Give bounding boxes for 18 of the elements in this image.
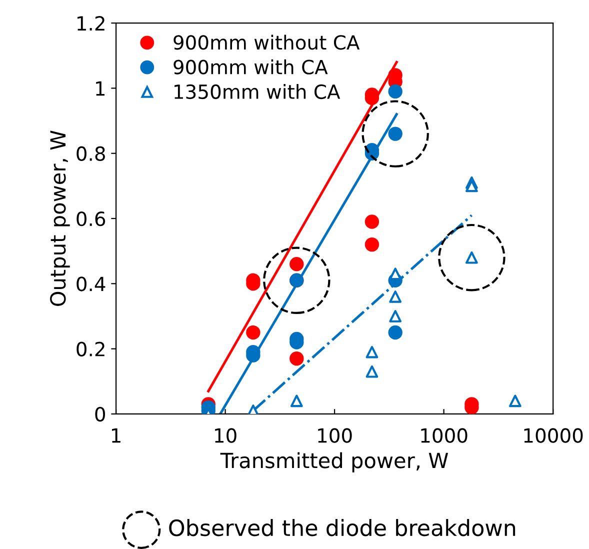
y-tick-label: 1: [96, 81, 105, 96]
text: Observed the diode breakdown: [169, 519, 516, 536]
x-tick-label: 1000: [421, 428, 468, 443]
y-tick-label: 0.6: [76, 211, 106, 226]
x-tick-label: 10: [215, 428, 236, 443]
x-tick-label: 1: [112, 428, 120, 443]
y-tick-label: 0.2: [76, 342, 104, 356]
x-tick-label: 100: [318, 428, 352, 443]
legend-label: 900mm with CA: [174, 59, 328, 74]
y-tick-label: 1.2: [78, 16, 104, 30]
x-tick-label: 10000: [524, 428, 583, 443]
y-tick-label: 0.8: [76, 146, 105, 162]
y-axis-title: Output power, W: [50, 130, 70, 306]
y-tick-label: 0.4: [76, 276, 106, 292]
legend-label: 1350mm with CA: [174, 84, 340, 100]
y-tick-label: 0: [95, 406, 106, 422]
x-axis-title: Transmitted power, W: [220, 452, 448, 472]
legend-label: 900mm without CA: [174, 34, 360, 50]
